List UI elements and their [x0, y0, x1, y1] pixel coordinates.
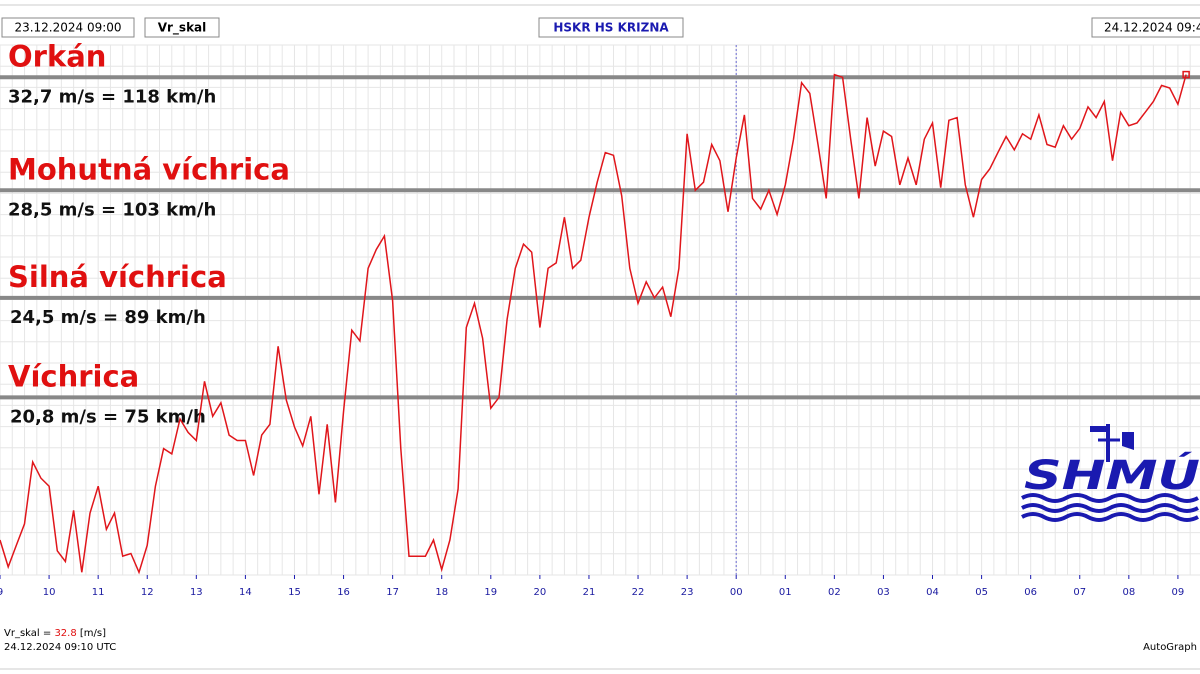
threshold-name: Orkán	[8, 39, 106, 73]
end-box	[1091, 17, 1200, 38]
logo-text: SHMÚ	[1024, 451, 1200, 499]
current-unit: [m/s]	[80, 628, 106, 639]
logo: SHMÚ	[1021, 424, 1200, 522]
current-value: 32.8	[54, 628, 76, 639]
station: HSKR HS KRIZNA	[553, 21, 669, 35]
x-tick-label: 22	[632, 587, 645, 598]
timestamp: 24.12.2024 09:10 UTC	[4, 642, 116, 653]
variable: Vr_skal	[158, 21, 207, 36]
threshold-label: 24,5 m/s = 89 km/h	[10, 307, 206, 328]
x-tick-label: 05	[975, 587, 988, 598]
threshold-name: Víchrica	[8, 359, 139, 393]
plot-background	[0, 45, 1200, 575]
x-tick-label: 07	[1073, 587, 1086, 598]
x-tick-label: 16	[337, 587, 350, 598]
x-tick-label: 04	[926, 587, 939, 598]
series-line	[0, 73, 1187, 575]
x-tick-label: 11	[92, 587, 105, 598]
x-tick-label: 9	[0, 587, 3, 598]
threshold-label: 28,5 m/s = 103 km/h	[8, 199, 216, 220]
x-tick-label: 13	[190, 587, 203, 598]
software: AutoGraph	[1143, 642, 1197, 653]
start-time: 23.12.2024 09:00	[14, 21, 121, 35]
x-tick-label: 17	[386, 587, 399, 598]
start-box	[1, 17, 135, 38]
variable-box	[144, 17, 220, 38]
x-tick-label: 02	[828, 587, 841, 598]
plot-area: 9 10 11 12 13 14 15 16 17 18 19 20 21 22 23 00 01 02 03 04 0…	[0, 39, 1200, 598]
x-tick-label: 18	[435, 587, 448, 598]
x-tick-label: 14	[239, 587, 252, 598]
x-tick-label: 20	[534, 587, 547, 598]
x-tick-label: 23	[681, 587, 694, 598]
x-tick-label: 00	[730, 587, 743, 598]
current-label: Vr_skal =	[4, 628, 51, 639]
threshold-label: 20,8 m/s = 75 km/h	[10, 406, 206, 427]
threshold-label: 32,7 m/s = 118 km/h	[8, 86, 216, 107]
last-point-marker	[1182, 70, 1190, 79]
x-tick-label: 10	[43, 587, 56, 598]
x-tick-label: 09	[1172, 587, 1185, 598]
station-box	[538, 17, 684, 38]
x-tick-label: 19	[484, 587, 497, 598]
x-tick-label: 12	[141, 587, 154, 598]
end-time: 24.12.2024 09:4	[1104, 21, 1200, 35]
x-tick-label: 15	[288, 587, 301, 598]
x-tick-label: 03	[877, 587, 890, 598]
x-tick-label: 06	[1024, 587, 1037, 598]
current-reading: Vr_skal = 32.8 [m/s]	[4, 628, 106, 639]
x-tick-label: 21	[583, 587, 596, 598]
x-tick-label: 08	[1122, 587, 1135, 598]
threshold-name: Silná víchrica	[8, 260, 227, 294]
threshold-name: Mohutná víchrica	[8, 152, 290, 186]
x-tick-label: 01	[779, 587, 792, 598]
